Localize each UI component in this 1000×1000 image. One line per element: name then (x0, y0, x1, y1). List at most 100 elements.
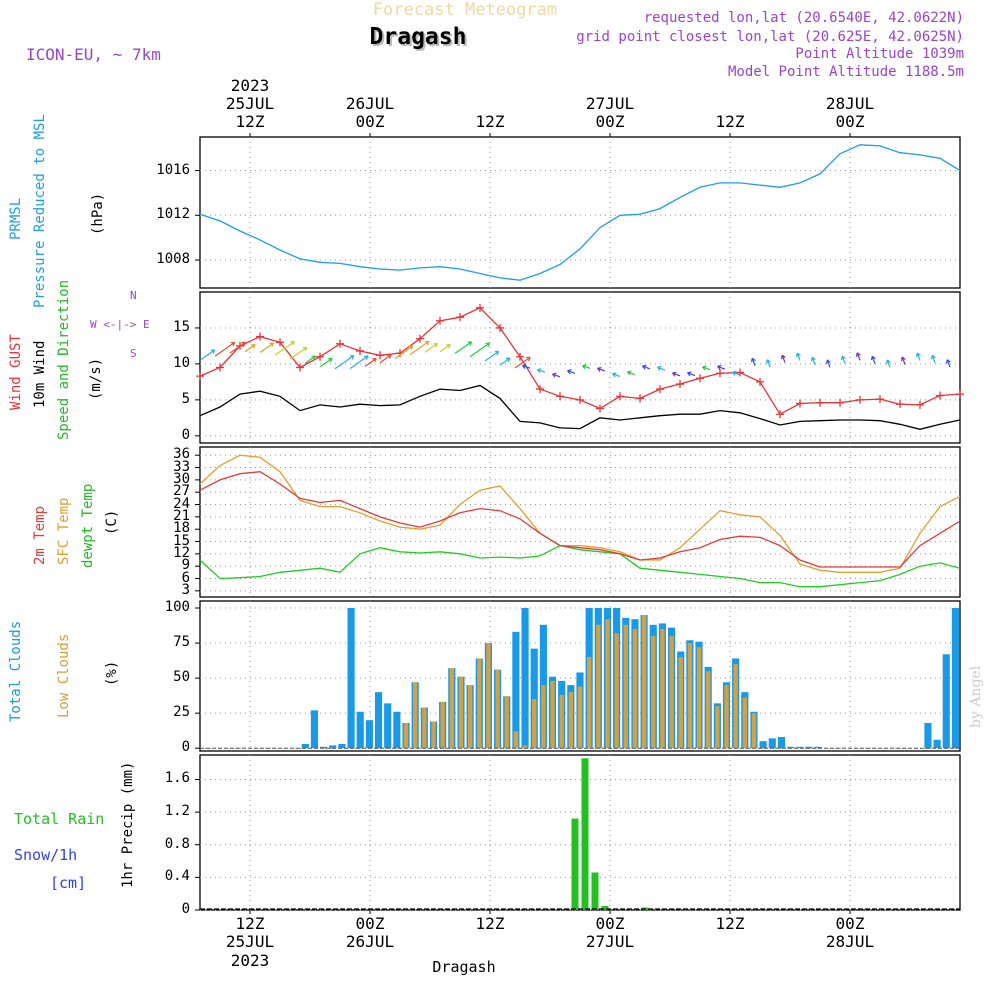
temp-frame (199, 446, 961, 598)
low-cloud-bar (504, 696, 509, 749)
low-cloud-bar (605, 619, 610, 749)
top-date-label: 26JUL (345, 94, 395, 113)
wind-arrowhead (433, 342, 438, 348)
precip-ytick-label: 0.4 (164, 868, 190, 885)
gust-marker (636, 394, 644, 403)
temp-ytick-label: 6 (181, 569, 190, 586)
gust-marker (216, 363, 224, 372)
requested-coords: requested lon,lat (20.6540E, 42.0622N) (643, 10, 964, 26)
total-cloud-bar (942, 654, 950, 749)
prmsl-label: PRMSL (8, 197, 24, 240)
precip-frame (199, 754, 961, 911)
bottom-hour-label: 00Z (355, 914, 385, 933)
wind-arrowhead (526, 356, 531, 362)
model-altitude: Model Point Altitude 1188.5m (727, 64, 964, 80)
top-hour-label: 00Z (835, 112, 865, 131)
low-cloud-bar (522, 745, 528, 749)
wind-arrowhead (552, 372, 557, 378)
gust-marker (836, 398, 844, 407)
wind-arrow (349, 355, 369, 370)
total-cloud-bar (805, 746, 813, 749)
wind-arrow (514, 356, 531, 369)
wind-arrowhead (505, 357, 511, 362)
total-cloud-bar (759, 741, 767, 749)
low-cloud-bar (742, 697, 747, 749)
gust-marker (576, 395, 584, 404)
low-cloud-bar (458, 676, 464, 749)
low-cloud-bar (669, 636, 674, 749)
wind-arrow (582, 365, 591, 369)
wind-arrow (657, 366, 666, 371)
snow-label: Snow/1h (14, 846, 78, 864)
compass-n: N (130, 289, 137, 302)
wind-arrow (552, 373, 561, 378)
clouds-ytick-label: 0 (181, 739, 190, 756)
gust-marker (416, 334, 424, 343)
wind-arrowhead (750, 357, 756, 363)
temp-ytick-label: 21 (173, 507, 190, 524)
wind-arrow (901, 356, 906, 365)
total-cloud-bar (384, 703, 392, 749)
total-cloud-bar (301, 743, 309, 749)
low-cloud-bar (431, 721, 436, 749)
wind-arrowhead (825, 359, 831, 364)
t2m-line (199, 471, 961, 568)
compass-ew: W <-|-> E (90, 318, 150, 331)
low-cloud-bar (651, 636, 656, 749)
wind-arrowhead (732, 370, 737, 376)
total-cloud-bar (310, 710, 319, 749)
bottom-date-label: 27JUL (585, 932, 635, 951)
rain-bar (581, 758, 589, 910)
wind-arrowhead (795, 352, 801, 358)
total-cloud-bar (320, 746, 328, 749)
wind-arrowhead (765, 359, 771, 364)
wind-arrow (244, 344, 256, 353)
top-date-label: 28JUL (825, 94, 875, 113)
wind-arrow (841, 355, 846, 364)
prmsl-desc-label: Pressure Reduced to MSL (32, 114, 48, 308)
temp-ytick-label: 33 (173, 458, 190, 475)
wind-arrowhead (582, 364, 587, 370)
temp-ytick-label: 12 (173, 544, 190, 561)
gust-label: Wind GUST (8, 334, 24, 410)
wind-arrowhead (269, 342, 274, 347)
wind-arrowhead (494, 350, 500, 356)
total-rain-label: Total Rain (14, 810, 105, 828)
gust-marker (436, 316, 444, 325)
total-cloud-bar (365, 720, 373, 749)
sfc-temp-line (199, 454, 961, 573)
low-cloud-bar (413, 682, 418, 749)
clouds-unit: (%) (104, 660, 120, 686)
dewpt-line (199, 544, 961, 588)
wind-arrowhead (250, 344, 256, 349)
wind-arrowhead (349, 355, 355, 360)
top-hour-label: 00Z (595, 112, 625, 131)
pressure-ytick-label: 1008 (156, 251, 190, 268)
wind-arrowhead (467, 341, 473, 346)
gust-marker (256, 332, 264, 341)
total-cloud-bar (951, 608, 959, 749)
wind-arrowhead (900, 356, 906, 362)
wind-arrow (537, 368, 546, 373)
temp-ytick-label: 27 (173, 483, 190, 500)
wind-arrow (856, 352, 861, 361)
total-cloud-bar (768, 738, 776, 749)
cm-label: [cm] (50, 874, 87, 892)
wind-arrow (871, 356, 876, 364)
wind-arrow (364, 358, 377, 367)
low-cloud-bar (614, 633, 619, 749)
wind-arrow (409, 340, 430, 356)
wind-arrow (597, 367, 606, 372)
wind-arrow (499, 357, 511, 366)
temp-ytick-label: 3 (181, 581, 190, 598)
total-cloud-bar (338, 743, 346, 749)
low-cloud-bar (596, 624, 601, 749)
wind-ytick-label: 10 (173, 354, 190, 371)
wind-arrow (627, 371, 636, 376)
wind-arrowhead (702, 365, 707, 371)
gust-marker (296, 363, 304, 372)
wind-arrowhead (612, 372, 617, 378)
point-altitude: Point Altitude 1039m (795, 46, 964, 62)
low-cloud-bar (687, 643, 693, 749)
low-cloud-bar (403, 722, 409, 749)
